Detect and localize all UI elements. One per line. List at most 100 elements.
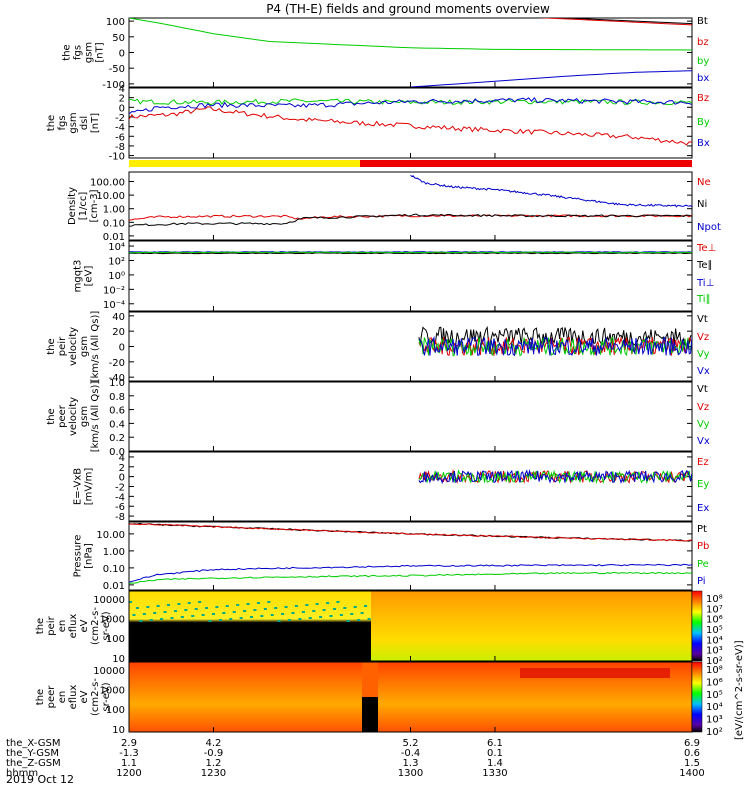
series-group [129, 18, 692, 87]
legend-Bt: Bt [697, 16, 708, 27]
y-tick-label: 0.4 [109, 419, 125, 430]
y-tick-label: 10000 [93, 595, 125, 606]
x-row-value: -1.3 [119, 748, 139, 759]
x-row-value: 4.2 [205, 738, 221, 749]
y-axis-label: gsm [84, 42, 95, 63]
y-tick-label: 4 [119, 84, 125, 95]
y-axis-label: [eV] [84, 266, 95, 287]
y-tick-label: 100 [106, 705, 125, 716]
y-tick-label: 40 [112, 312, 125, 323]
spectrogram-speckle [205, 607, 209, 609]
x-row-value: 5.2 [403, 738, 419, 749]
y-axis-label: sr-eV) [101, 611, 112, 640]
y-tick-label: -2 [115, 483, 125, 494]
y-axis-label: dsl [79, 116, 90, 130]
spectrogram-speckle [305, 604, 309, 606]
y-tick-label: 100.00 [90, 178, 125, 189]
x-row-value: 1230 [201, 768, 226, 779]
colorbar-tick-label: 10⁸ [706, 665, 723, 676]
spectrogram-speckle [291, 612, 295, 614]
spectrogram-speckle [253, 609, 257, 611]
y-axis-label: eV [79, 619, 90, 632]
x-axis-annotation: the_X-GSM 2.9 4.2 5.2 6.1 6.9 the_Y-GSM -1.3 -0.… [6, 738, 705, 779]
series-group [418, 325, 692, 357]
legend-By: By [697, 117, 710, 128]
spectrogram-speckle [250, 616, 253, 618]
y-axis-label: [nPa] [84, 543, 95, 569]
y-tick-label: -40 [109, 373, 125, 384]
y-tick-label: -50 [109, 64, 125, 75]
x-row-label: hhmm [6, 768, 38, 779]
y-tick-label: 100 [106, 17, 125, 28]
spectrogram-speckle [243, 610, 247, 612]
y-axis-label: [km/s (All Qs)] [90, 381, 101, 453]
panel-frame [128, 171, 693, 241]
legend-Pb: Pb [697, 541, 709, 552]
spectrogram-speckle [180, 616, 184, 618]
y-axis-label: [1/cc] [78, 192, 89, 221]
legend-Te⊥: Te⊥ [696, 243, 716, 254]
series-line-Pb [129, 523, 692, 542]
legend-Vt: Vt [697, 314, 708, 325]
y-tick-label: 0.8 [109, 392, 125, 403]
spectrogram-speckle [267, 601, 271, 603]
spectrogram-speckle [208, 620, 212, 622]
spectrogram-speckle [364, 605, 368, 607]
y-tick-label: 1.00 [103, 547, 125, 558]
legend-by: by [697, 56, 709, 67]
y-axis-label: Density [67, 187, 78, 225]
y-axis-label: en [57, 620, 68, 633]
panel-fgs_gsm: 100 50 0 -50 -100 the fgs gsm [nT] Bt bz by bx [62, 16, 710, 91]
spectrogram-speckle [350, 613, 354, 615]
figure-title: P4 (TH-E) fields and ground moments over… [266, 2, 550, 16]
panel-pressure: 10.00 1.00 0.10 0.01 Pressure [nPa] Pt Pb Pe Pi [73, 521, 709, 592]
colorbar-tick-label: 10⁶ [706, 677, 723, 688]
y-tick-label: 0 [119, 343, 125, 354]
y-axis-label: mgqt3 [73, 260, 84, 293]
y-tick-label: 0.01 [103, 581, 125, 592]
y-tick-label: 1.00 [103, 205, 125, 216]
spectrogram-speckle [339, 614, 343, 616]
x-row-label: the_Y-GSM [6, 748, 59, 759]
y-axis-label: the [35, 618, 46, 634]
series-group [129, 96, 692, 146]
series-group [129, 522, 692, 585]
y-tick-label: 10⁻⁴ [103, 300, 125, 311]
spectrogram-speckle [170, 617, 174, 619]
y-axis-label: gsm [79, 406, 90, 427]
spectrogram-speckle [156, 605, 160, 607]
x-row-value: 6.1 [487, 738, 503, 749]
legend-Pi: Pi [697, 576, 706, 587]
panel-peer_velocity: 1.0 0.8 0.6 0.4 0.2 0.0 the peer velocity gsm [km/… [46, 378, 710, 458]
y-tick-label: 0 [119, 103, 125, 114]
x-row-value: -0.4 [401, 748, 421, 759]
y-tick-label: -6 [115, 502, 125, 513]
y-axis-label: gsm [68, 112, 79, 133]
y-tick-label: 10⁻² [103, 285, 125, 296]
spectrogram-speckle [132, 614, 136, 616]
y-tick-label: 10 [112, 654, 125, 665]
y-tick-label: 0.10 [103, 564, 125, 575]
legend-Ey: Ey [697, 479, 709, 490]
panel-fgs_dsl: 420-2-4-6-8-10 the fgs gsm dsl [nT] Bz By Bx [46, 84, 710, 163]
y-axis-label: Pressure [73, 535, 84, 578]
legend-Bz: Bz [697, 93, 709, 104]
y-tick-label: -6 [115, 132, 125, 143]
y-tick-label: 1000 [100, 615, 125, 626]
colorbar-tick-label: 10³ [706, 646, 723, 657]
y-axis-label: velocity [68, 327, 79, 366]
y-axis-label: E=-VxB [73, 468, 84, 505]
legend-Pe: Pe [697, 559, 709, 570]
y-axis-label: the [35, 689, 46, 705]
spectrogram-speckle [142, 613, 146, 615]
spectrogram-speckle [149, 619, 153, 621]
y-axis-label: en [57, 691, 68, 704]
y-tick-label: 10⁴ [108, 242, 125, 253]
spectrogram-speckle [167, 604, 171, 606]
legend-Ni: Ni [697, 199, 707, 210]
y-axis-label: [nT] [90, 113, 101, 133]
spectrogram-speckle [239, 617, 243, 619]
y-tick-label: 10.00 [96, 530, 125, 541]
spectrogram-speckle [353, 606, 357, 608]
